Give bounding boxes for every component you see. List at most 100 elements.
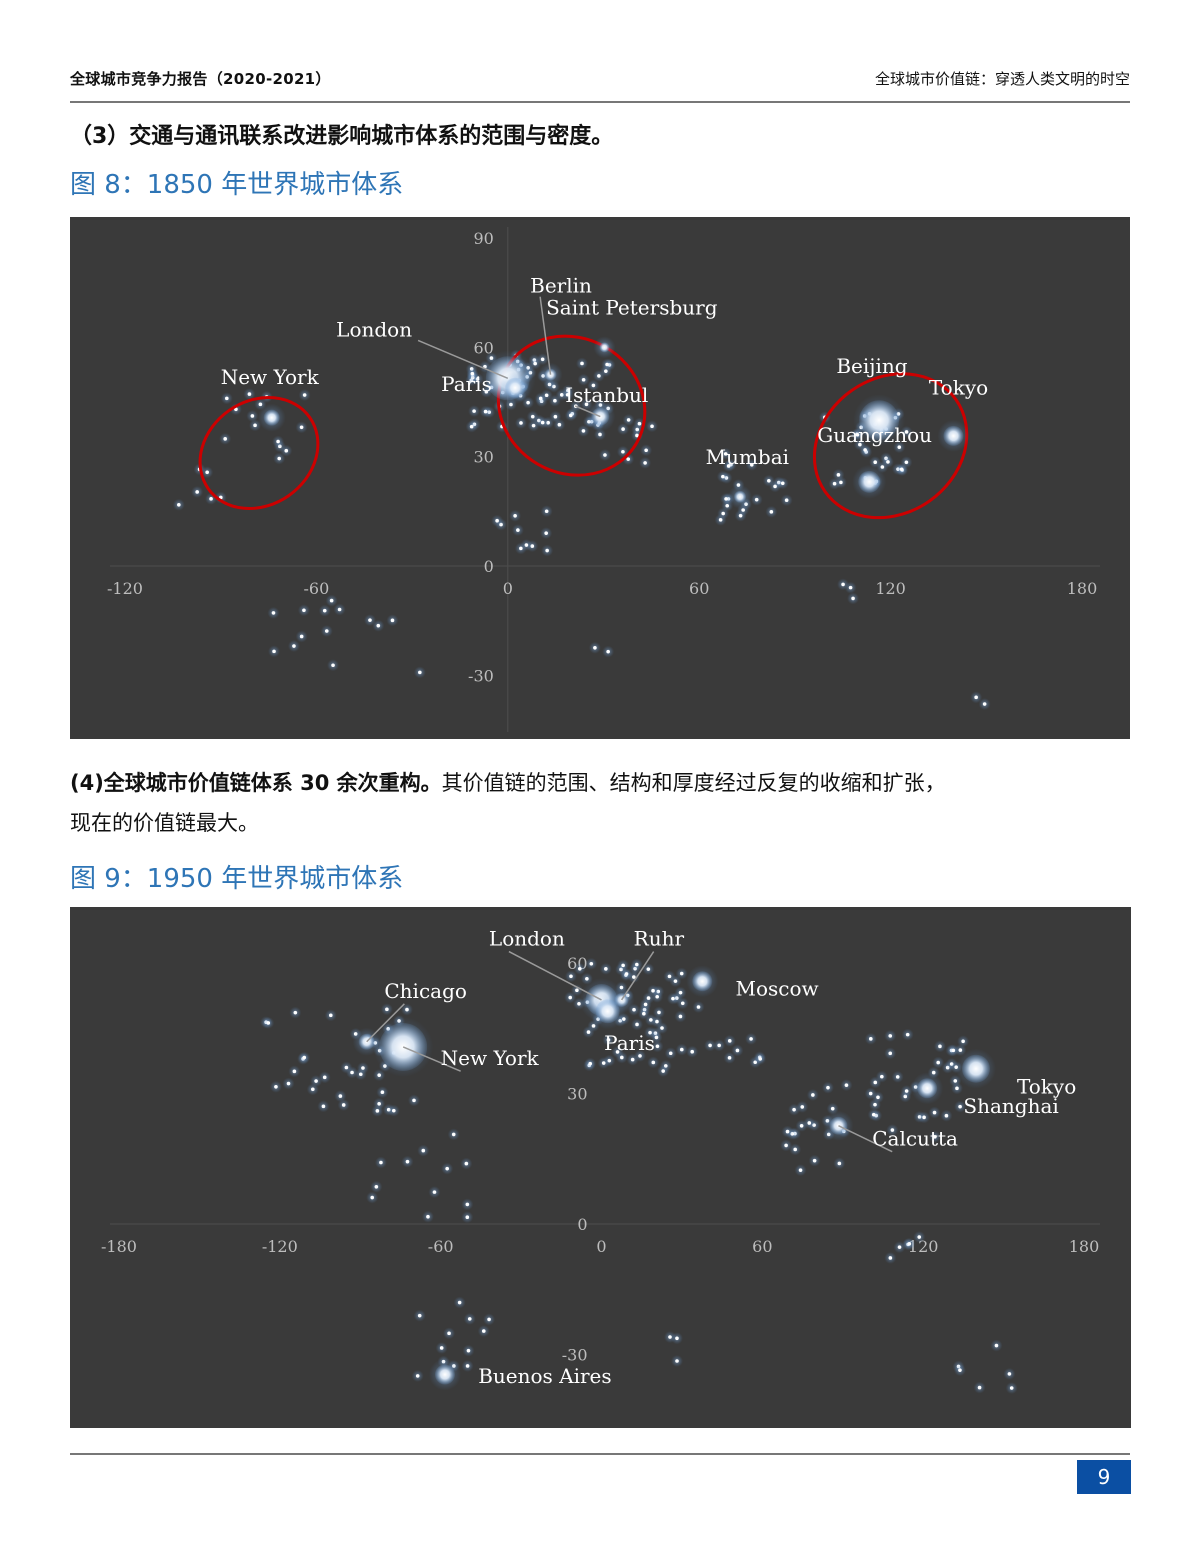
city-label: Guangzhou [817, 423, 932, 447]
city-dot [848, 585, 853, 590]
page-number: 9 [1077, 1460, 1131, 1494]
city-dot [302, 393, 307, 397]
city-bubble [734, 490, 747, 503]
city-dot [721, 511, 725, 516]
city-dot [679, 1047, 684, 1052]
city-dot [621, 427, 625, 431]
city-dot [624, 972, 629, 976]
city-dot [591, 1024, 596, 1028]
y-tick-label: 30 [567, 1085, 587, 1104]
city-dot [690, 1049, 695, 1054]
city-dot [337, 607, 342, 612]
city-dot [876, 1095, 880, 1100]
city-label: Beijing [836, 354, 907, 378]
city-dot [944, 1113, 949, 1118]
city-dot [314, 1079, 318, 1083]
city-dot [328, 1013, 333, 1018]
city-dot [274, 1084, 278, 1089]
city-dot [651, 1060, 656, 1065]
y-tick-label: 90 [473, 229, 493, 248]
city-dot [271, 611, 276, 615]
city-dot [897, 445, 902, 449]
city-dot [385, 1007, 389, 1012]
x-tick-label: 60 [689, 579, 709, 598]
city-dot [368, 618, 372, 622]
city-dot [800, 1105, 805, 1109]
city-dot [868, 1091, 873, 1096]
city-dot [832, 481, 837, 486]
city-label: Tokyo [1017, 1075, 1076, 1099]
city-dot [286, 1081, 291, 1086]
city-dot [784, 498, 789, 503]
city-dot [540, 420, 545, 425]
city-dot [341, 1103, 346, 1107]
city-dot [661, 1069, 665, 1073]
city-dot [897, 1245, 902, 1249]
city-dot [654, 1035, 659, 1040]
section-4-text-2: 现在的价值链最大。 [70, 811, 259, 835]
city-dot [826, 1085, 830, 1090]
x-tick-label: 0 [596, 1237, 606, 1256]
x-tick-label: 120 [908, 1237, 939, 1256]
city-dot [350, 1070, 354, 1075]
city-dot [873, 1080, 878, 1085]
city-dot [680, 1001, 685, 1006]
city-dot [426, 1214, 430, 1219]
city-dot [417, 1313, 422, 1318]
city-dot [302, 608, 306, 613]
city-dot [724, 497, 728, 501]
city-label: Moscow [736, 977, 819, 1001]
city-dot [938, 1044, 942, 1049]
city-dot [544, 509, 549, 514]
x-tick-label: 60 [752, 1237, 772, 1256]
city-dot [519, 421, 523, 425]
chart-1850-canvas: -120 -60 0 60 120 180 90 60 30 0 -30 London BerlinSa… [107, 227, 1100, 732]
city-leader-line [402, 1046, 461, 1072]
city-dot [606, 649, 610, 654]
city-dot [807, 1121, 812, 1125]
city-dot [880, 1074, 884, 1079]
city-dot [679, 971, 684, 976]
city-dot [247, 392, 252, 396]
chapter-title: 全球城市价值链：穿透人类文明的时空 [874, 70, 1130, 88]
city-dot [721, 474, 725, 479]
city-dot [593, 646, 597, 650]
city-dot [361, 1066, 365, 1070]
city-label: Ruhr [634, 927, 685, 951]
city-dot [589, 961, 594, 966]
city-dot [717, 1043, 721, 1048]
city-dot [632, 975, 636, 979]
highlight-ellipse [812, 372, 969, 520]
city-dot [338, 1094, 343, 1098]
city-dot [953, 1079, 958, 1083]
city-dot [177, 502, 181, 507]
y-tick-label: 0 [484, 557, 494, 576]
city-dot [727, 1039, 732, 1043]
city-dot [487, 1317, 491, 1322]
city-dot [668, 1051, 673, 1056]
city-dot [933, 1134, 937, 1139]
city-dot [606, 1038, 611, 1042]
city-dot [530, 414, 535, 419]
city-dot [696, 1005, 701, 1009]
city-dot [322, 1075, 327, 1080]
city-dot [544, 531, 548, 535]
city-dot [519, 546, 523, 551]
city-dot [727, 1056, 732, 1060]
city-dot [584, 402, 589, 407]
city-bubble [859, 400, 900, 441]
city-dot [322, 608, 327, 613]
city-dot [451, 1132, 456, 1137]
city-dot [603, 453, 607, 457]
report-title: 全球城市竞争力报告（2020-2021） [70, 70, 331, 88]
city-label: Calcutta [872, 1127, 958, 1151]
x-tick-label: 180 [1069, 1237, 1100, 1256]
city-dot [324, 629, 329, 633]
city-dot [253, 423, 257, 428]
city-dot [668, 1335, 672, 1339]
city-dot [591, 383, 596, 388]
city-dot [922, 1115, 926, 1120]
city-dot [812, 1158, 817, 1163]
chart-1950-canvas: -180-120-6006012018060300-30LondonRuhrMo… [101, 927, 1100, 1395]
city-dot [871, 1112, 876, 1117]
